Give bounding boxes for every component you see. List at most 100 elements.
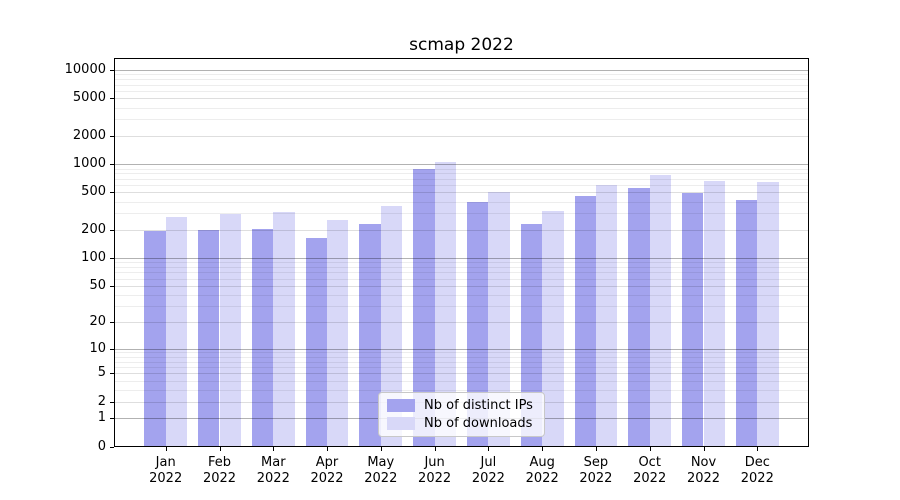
gridline-4 xyxy=(114,380,809,382)
bar-distinct-ips-jun xyxy=(413,168,435,447)
legend: Nb of distinct IPs Nb of downloads xyxy=(378,392,545,437)
x-tick-label-jan: Jan 2022 xyxy=(149,454,183,486)
y-tick-label-20: 20 xyxy=(89,314,106,330)
bar-distinct-ips-mar xyxy=(251,228,274,447)
gridline-700 xyxy=(114,178,809,180)
x-tick-label-jul: Jul 2022 xyxy=(471,454,505,486)
gridline-6 xyxy=(114,367,809,368)
bar-downloads-mar xyxy=(273,211,295,447)
x-tick-label-dec: Dec 2022 xyxy=(740,454,774,486)
bar-downloads-nov xyxy=(703,180,725,447)
gridline-300 xyxy=(114,213,809,215)
bar-distinct-ips-may xyxy=(359,224,381,447)
x-tick-sep xyxy=(595,447,597,451)
y-tick-200 xyxy=(110,229,114,231)
gridline-3000 xyxy=(114,119,809,121)
gridline-80 xyxy=(114,266,809,268)
bar-distinct-ips-aug xyxy=(520,224,543,447)
gridline-800 xyxy=(114,173,809,175)
x-tick-label-mar: Mar 2022 xyxy=(256,454,290,486)
bar-downloads-feb xyxy=(219,213,241,447)
y-tick-label-5000: 5000 xyxy=(72,90,106,106)
x-tick-label-apr: Apr 2022 xyxy=(310,454,344,486)
bar-distinct-ips-jan xyxy=(144,230,166,447)
gridline-8000 xyxy=(114,79,809,81)
gridline-400 xyxy=(114,201,809,203)
bar-downloads-aug xyxy=(542,211,564,447)
gridline-5000 xyxy=(114,98,809,100)
y-tick-0 xyxy=(110,446,114,448)
y-tick-label-2: 2 xyxy=(97,393,106,409)
x-tick-may xyxy=(380,447,382,451)
y-tick-2000 xyxy=(110,135,114,137)
bar-downloads-dec xyxy=(757,182,779,447)
x-tick-label-sep: Sep 2022 xyxy=(579,454,613,486)
gridline-1000 xyxy=(114,164,809,166)
x-tick-label-may: May 2022 xyxy=(364,454,398,486)
y-tick-label-500: 500 xyxy=(81,184,106,200)
bar-distinct-ips-oct xyxy=(628,187,650,447)
y-tick-label-1000: 1000 xyxy=(72,156,106,172)
y-tick-5000 xyxy=(110,98,114,100)
y-tick-2 xyxy=(110,401,114,403)
y-tick-10000 xyxy=(110,70,114,72)
y-tick-20 xyxy=(110,322,114,324)
gridline-60 xyxy=(114,278,809,280)
y-tick-label-2000: 2000 xyxy=(72,127,106,143)
y-tick-1 xyxy=(110,418,114,420)
gridline-3 xyxy=(114,389,809,391)
gridline-20 xyxy=(114,322,809,324)
x-tick-label-feb: Feb 2022 xyxy=(202,454,237,486)
legend-item-distinct-ips: Nb of distinct IPs xyxy=(387,398,536,413)
y-tick-label-5: 5 xyxy=(97,365,106,381)
bar-downloads-oct xyxy=(649,174,672,447)
x-tick-jan xyxy=(165,447,167,451)
legend-swatch-downloads xyxy=(387,417,415,430)
bar-distinct-ips-dec xyxy=(735,200,758,447)
x-tick-aug xyxy=(542,447,544,451)
x-tick-nov xyxy=(703,447,705,451)
x-tick-label-nov: Nov 2022 xyxy=(686,454,721,486)
x-tick-feb xyxy=(219,447,221,451)
gridline-30 xyxy=(114,306,809,308)
gridline-5 xyxy=(114,373,809,375)
y-tick-label-50: 50 xyxy=(89,277,106,293)
gridline-900 xyxy=(114,168,809,170)
y-tick-10 xyxy=(110,348,114,350)
x-tick-oct xyxy=(649,447,651,451)
x-tick-apr xyxy=(327,447,328,451)
gridline-40 xyxy=(114,294,809,296)
gridline-70 xyxy=(114,272,809,274)
gridline-9000 xyxy=(114,74,809,76)
bar-downloads-jan xyxy=(165,217,188,447)
y-tick-label-0: 0 xyxy=(97,438,106,454)
bar-distinct-ips-apr xyxy=(305,237,327,447)
x-tick-mar xyxy=(273,447,275,451)
y-tick-5 xyxy=(110,373,114,375)
bar-downloads-apr xyxy=(327,220,349,447)
gridline-4000 xyxy=(114,107,809,109)
gridline-500 xyxy=(114,192,809,194)
gridline-50 xyxy=(114,285,809,287)
bar-downloads-sep xyxy=(595,184,618,447)
y-tick-label-10: 10 xyxy=(89,340,106,356)
y-tick-500 xyxy=(110,192,114,194)
gridline-100 xyxy=(114,257,809,259)
legend-label-downloads: Nb of downloads xyxy=(424,416,533,431)
y-tick-label-1: 1 xyxy=(97,410,106,426)
x-tick-label-jun: Jun 2022 xyxy=(418,454,452,486)
y-tick-label-10000: 10000 xyxy=(64,62,106,78)
gridline-600 xyxy=(114,185,809,186)
y-tick-label-100: 100 xyxy=(81,249,106,265)
gridline-2000 xyxy=(114,135,809,137)
bar-distinct-ips-nov xyxy=(682,193,704,447)
bar-downloads-may xyxy=(380,206,403,447)
gridline-9 xyxy=(114,352,809,354)
bar-downloads-jun xyxy=(434,161,456,447)
y-tick-50 xyxy=(110,285,114,287)
legend-label-distinct-ips: Nb of distinct IPs xyxy=(424,398,533,413)
legend-item-downloads: Nb of downloads xyxy=(387,416,536,431)
gridline-200 xyxy=(114,229,809,231)
gridline-7 xyxy=(114,361,809,363)
